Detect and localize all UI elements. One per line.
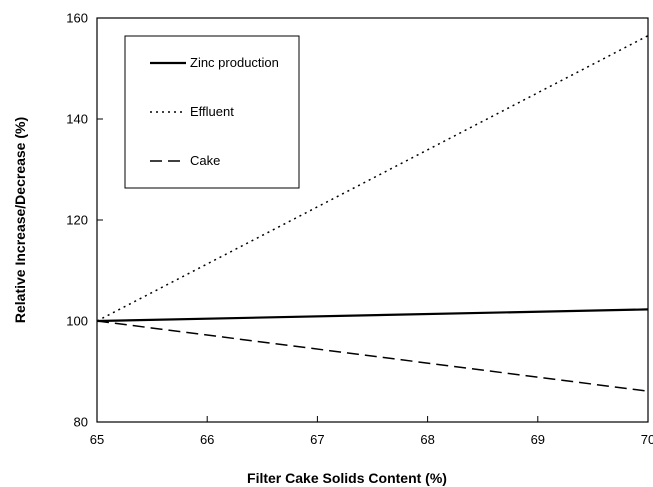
series-line-zinc-production (96, 308, 649, 323)
series-line-effluent (96, 35, 649, 322)
x-tick-label: 65 (90, 432, 104, 447)
y-tick-label: 160 (66, 11, 88, 26)
x-tick-label: 66 (200, 432, 214, 447)
legend-label-effluent: Effluent (190, 104, 234, 119)
y-tick-label: 120 (66, 213, 88, 228)
y-tick-label: 140 (66, 112, 88, 127)
y-tick-label: 100 (66, 314, 88, 329)
legend-label-zinc-production: Zinc production (190, 55, 279, 70)
y-axis-title: Relative Increase/Decrease (%) (12, 117, 28, 323)
series-line-cake (96, 320, 649, 392)
series-layer (96, 35, 649, 392)
x-tick-label: 69 (531, 432, 545, 447)
y-axis: 80 100 120 140 160 (66, 11, 103, 430)
x-tick-label: 70 (641, 432, 653, 447)
x-tick-label: 68 (420, 432, 434, 447)
legend: Zinc production Effluent Cake (124, 35, 300, 189)
y-tick-label: 80 (74, 415, 88, 430)
legend-label-cake: Cake (190, 153, 220, 168)
x-tick-label: 67 (310, 432, 324, 447)
x-axis-title: Filter Cake Solids Content (%) (247, 470, 447, 486)
x-axis: 65 66 67 68 69 70 (90, 416, 653, 447)
legend-box (124, 35, 300, 189)
